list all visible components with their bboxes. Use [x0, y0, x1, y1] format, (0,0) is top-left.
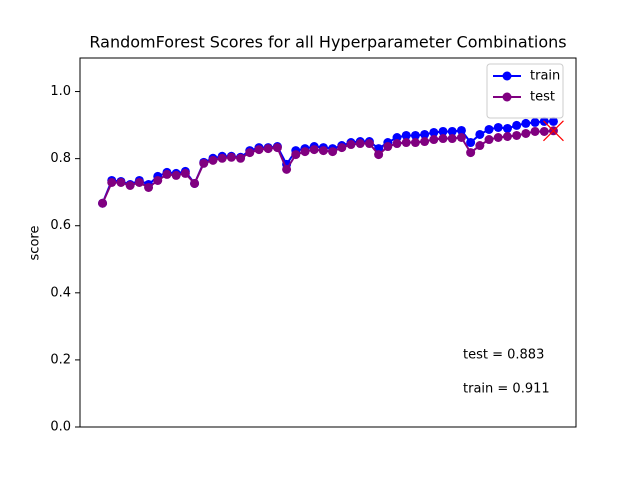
point [125, 180, 135, 190]
y-tick-label: 0.2 [50, 352, 71, 367]
point [318, 146, 328, 156]
point [116, 177, 126, 187]
point [190, 178, 200, 188]
point [309, 145, 319, 155]
point [226, 152, 236, 162]
point [438, 134, 448, 144]
point [107, 177, 117, 187]
point [484, 135, 494, 145]
point [447, 134, 457, 144]
point [539, 126, 549, 136]
point [254, 145, 264, 155]
y-tick-label: 0.6 [50, 218, 71, 233]
point [364, 139, 374, 149]
point [438, 126, 448, 136]
point [401, 138, 411, 148]
point [236, 153, 246, 163]
y-tick-label: 0.0 [50, 420, 71, 435]
point [383, 142, 393, 152]
point [374, 150, 384, 160]
point [493, 133, 503, 143]
legend-label: train [530, 69, 560, 84]
point [502, 123, 512, 133]
point [263, 144, 273, 154]
point [493, 122, 503, 132]
point [291, 150, 301, 160]
point [410, 130, 420, 140]
point [475, 141, 485, 151]
y-tick-label: 0.8 [50, 151, 71, 166]
point [282, 164, 292, 174]
point [456, 133, 466, 143]
point [300, 147, 310, 157]
point [475, 129, 485, 139]
point [502, 131, 512, 141]
point [429, 135, 439, 145]
point [134, 177, 144, 187]
point [346, 140, 356, 150]
plot-frame [79, 57, 577, 428]
point [484, 124, 494, 134]
y-tick-label: 0.4 [50, 285, 71, 300]
point [512, 130, 522, 140]
point [521, 118, 531, 128]
point [245, 148, 255, 158]
point [447, 126, 457, 136]
point [355, 139, 365, 149]
point [180, 168, 190, 178]
point [98, 198, 108, 208]
point [429, 127, 439, 137]
annotation: train = 0.911 [463, 382, 550, 397]
point [401, 130, 411, 140]
annotation: test = 0.883 [463, 348, 544, 363]
point [466, 138, 476, 148]
legend-marker [502, 92, 512, 102]
y-tick-label: 1.0 [50, 84, 71, 99]
chart-title: RandomForest Scores for all Hyperparamet… [89, 33, 566, 52]
point [410, 138, 420, 148]
point [199, 158, 209, 168]
point [530, 117, 540, 127]
point [272, 143, 282, 153]
y-axis-label: score [28, 226, 43, 261]
highlight-marker [543, 120, 564, 142]
point [420, 137, 430, 147]
point [162, 169, 172, 179]
legend-label: test [530, 90, 555, 105]
point [530, 126, 540, 136]
point [392, 139, 402, 149]
point [456, 125, 466, 135]
point [521, 128, 531, 138]
point [208, 155, 218, 165]
point [171, 170, 181, 180]
point [420, 129, 430, 139]
point [153, 175, 163, 185]
point [466, 148, 476, 158]
point [512, 120, 522, 130]
legend-marker [502, 71, 512, 81]
point [328, 147, 338, 157]
point [548, 116, 558, 126]
point [337, 143, 347, 153]
point [144, 182, 154, 192]
point [217, 153, 227, 163]
